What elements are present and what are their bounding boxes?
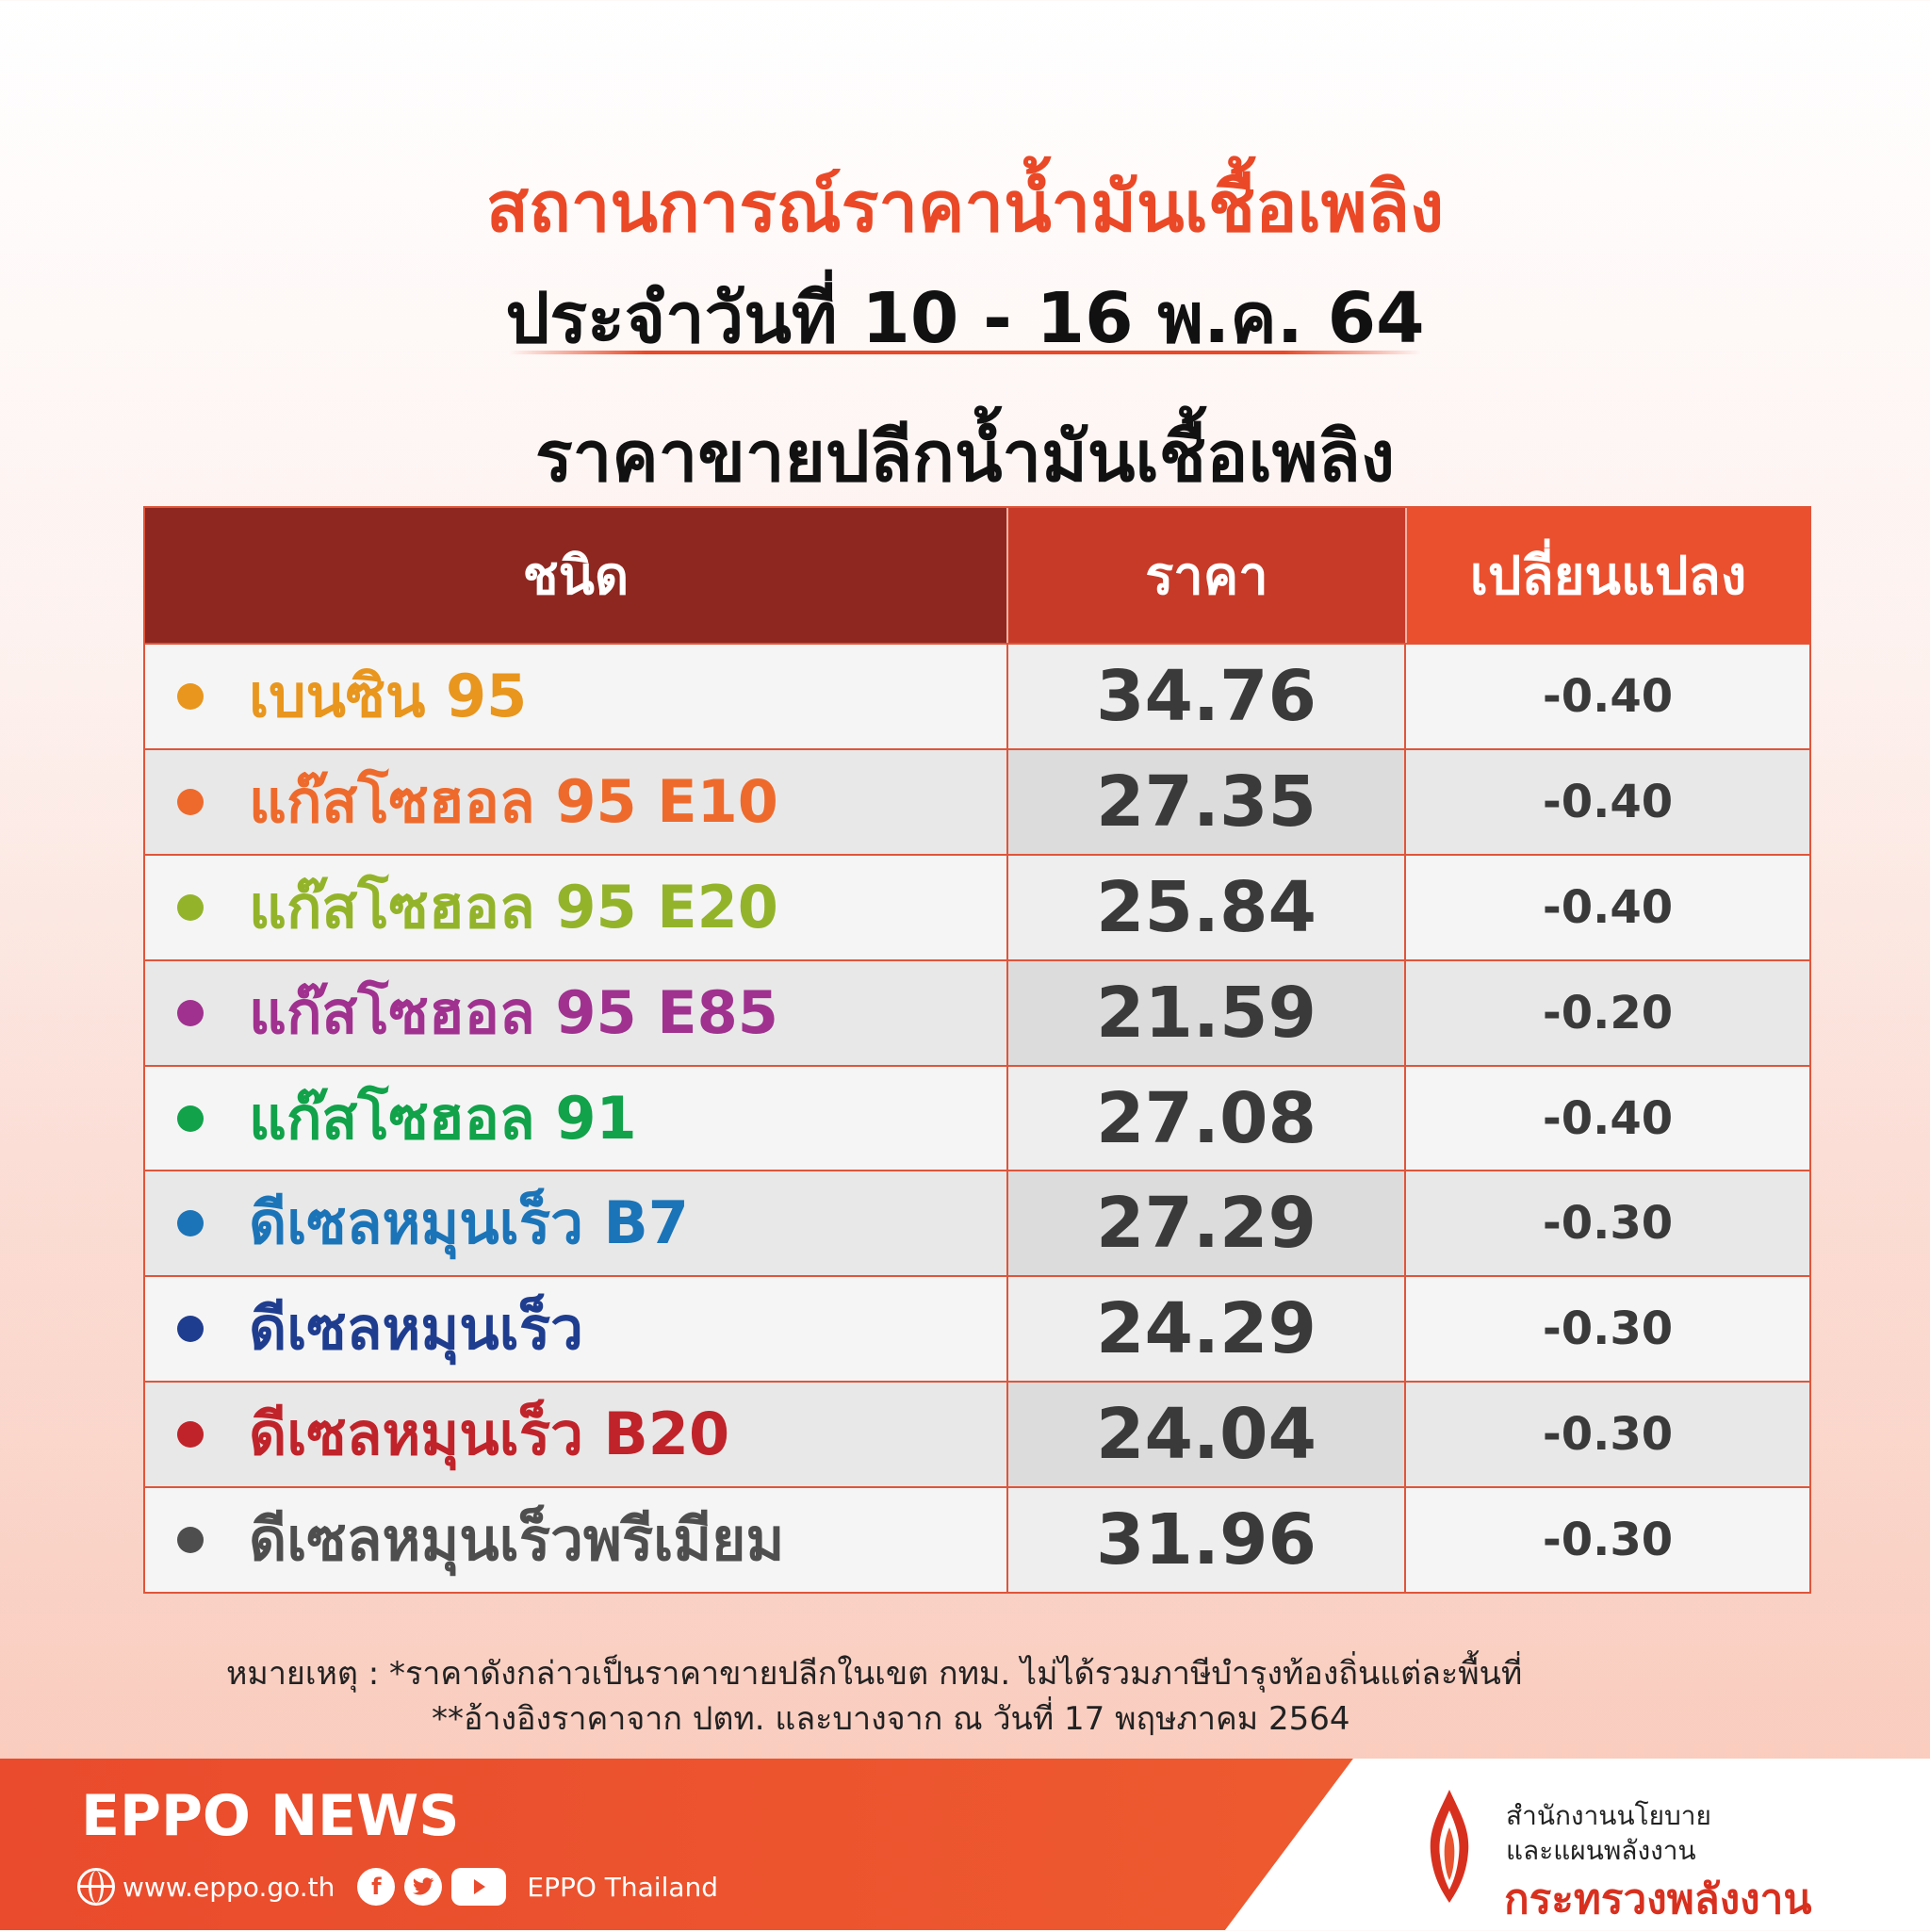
footnote-line-1: หมายเหตุ : *ราคาดังกล่าวเป็นราคาขายปลีกใ… [226, 1655, 1523, 1693]
bullet-icon [177, 1316, 204, 1343]
bullet-icon [177, 682, 204, 710]
price-cell: 24.29 [1008, 1277, 1406, 1382]
price-cell: 31.96 [1008, 1488, 1406, 1593]
change-cell: -0.40 [1406, 1066, 1809, 1171]
bullet-icon [177, 1105, 204, 1132]
fuel-type-cell: ดีเซลหมุนเร็ว [145, 1277, 1008, 1382]
bullet-icon [177, 1527, 204, 1554]
change-cell: -0.30 [1406, 1383, 1809, 1487]
fuel-name: แก๊สโซฮอล 95 E10 [249, 766, 778, 836]
page-title: สถานการณ์ราคาน้ำมันเชื้อเพลิง [485, 167, 1445, 248]
fuel-name: แก๊สโซฮอล 91 [249, 1083, 637, 1153]
table-row: ดีเซลหมุนเร็ว B20 24.04 -0.30 [145, 1381, 1809, 1487]
fuel-type-cell: ดีเซลหมุนเร็วพรีเมียม [145, 1488, 1008, 1593]
bullet-icon [177, 788, 204, 815]
website-link[interactable]: www.eppo.go.th [123, 1871, 335, 1903]
fuel-name: เบนซิน 95 [249, 661, 528, 730]
change-cell: -0.30 [1406, 1488, 1809, 1593]
ministry-name: กระทรวงพลังงาน [1504, 1875, 1812, 1924]
fuel-name: ดีเซลหมุนเร็ว B20 [249, 1400, 730, 1469]
org-name-line-2: และแผนพลังงาน [1506, 1835, 1696, 1866]
change-cell: -0.40 [1406, 645, 1809, 748]
table-row: เบนซิน 95 34.76 -0.40 [145, 643, 1809, 748]
org-name-line-1: สำนักงานนโยบาย [1506, 1800, 1711, 1831]
price-cell: 21.59 [1008, 960, 1406, 1065]
price-cell: 27.08 [1008, 1066, 1406, 1171]
footer-logo-panel [1225, 1759, 1930, 1930]
fuel-name: แก๊สโซฮอล 95 E85 [249, 977, 778, 1047]
fuel-type-cell: แก๊สโซฮอล 95 E85 [145, 960, 1008, 1065]
bullet-icon [177, 893, 204, 921]
table-row: ดีเซลหมุนเร็วพรีเมียม 31.96 -0.30 [145, 1486, 1809, 1593]
fuel-name: แก๊สโซฮอล 95 E20 [249, 872, 778, 941]
price-cell: 24.04 [1008, 1383, 1406, 1487]
table-row: แก๊สโซฮอล 95 E10 27.35 -0.40 [145, 747, 1809, 854]
column-header-change: เปลี่ยนแปลง [1406, 508, 1809, 643]
footer-band [0, 1759, 1353, 1930]
fuel-type-cell: แก๊สโซฮอล 95 E20 [145, 855, 1008, 959]
ministry-flame-logo [1430, 1790, 1469, 1903]
fuel-name: ดีเซลหมุนเร็ว [249, 1294, 583, 1364]
fuel-type-cell: ดีเซลหมุนเร็ว B20 [145, 1383, 1008, 1487]
globe-icon[interactable] [77, 1868, 115, 1906]
footnote-line-2: **อ้างอิงราคาจาก ปตท. และบางจาก ณ วันที่… [432, 1700, 1350, 1738]
youtube-icon[interactable] [451, 1868, 507, 1906]
column-header-type: ชนิด [145, 508, 1008, 643]
bullet-icon [177, 1210, 204, 1237]
table-header: ชนิด ราคา เปลี่ยนแปลง [145, 508, 1809, 643]
fuel-type-cell: แก๊สโซฮอล 91 [145, 1066, 1008, 1171]
bullet-icon [177, 1421, 204, 1449]
table-row: แก๊สโซฮอล 91 27.08 -0.40 [145, 1064, 1809, 1171]
column-header-price: ราคา [1007, 508, 1407, 643]
title-divider [509, 351, 1421, 354]
price-cell: 34.76 [1008, 645, 1406, 748]
fuel-type-cell: ดีเซลหมุนเร็ว B7 [145, 1171, 1008, 1276]
price-cell: 27.35 [1008, 749, 1406, 854]
table-title: ราคาขายปลีกน้ำมันเชื้อเพลิง [535, 417, 1395, 498]
date-range: ประจำวันที่ 10 - 16 พ.ค. 64 [505, 278, 1425, 359]
change-cell: -0.30 [1406, 1277, 1809, 1382]
brand-name: EPPO NEWS [81, 1783, 460, 1849]
social-links: www.eppo.go.th f EPPO Thailand [77, 1866, 718, 1907]
table-row: แก๊สโซฮอล 95 E85 21.59 -0.20 [145, 958, 1809, 1065]
facebook-icon[interactable]: f [357, 1868, 396, 1906]
fuel-name: ดีเซลหมุนเร็วพรีเมียม [249, 1505, 785, 1575]
twitter-icon[interactable] [404, 1868, 443, 1906]
price-cell: 25.84 [1008, 855, 1406, 959]
social-account-name[interactable]: EPPO Thailand [527, 1871, 719, 1903]
table-row: ดีเซลหมุนเร็ว B7 27.29 -0.30 [145, 1170, 1809, 1276]
fuel-type-cell: เบนซิน 95 [145, 645, 1008, 748]
price-table: ชนิด ราคา เปลี่ยนแปลง เบนซิน 95 34.76 -0.4… [143, 506, 1811, 1595]
fuel-name: ดีเซลหมุนเร็ว B7 [249, 1188, 689, 1258]
change-cell: -0.20 [1406, 960, 1809, 1065]
change-cell: -0.30 [1406, 1171, 1809, 1276]
bullet-icon [177, 999, 204, 1026]
price-cell: 27.29 [1008, 1171, 1406, 1276]
table-row: ดีเซลหมุนเร็ว 24.29 -0.30 [145, 1275, 1809, 1382]
change-cell: -0.40 [1406, 749, 1809, 854]
table-row: แก๊สโซฮอล 95 E20 25.84 -0.40 [145, 853, 1809, 959]
change-cell: -0.40 [1406, 855, 1809, 959]
fuel-type-cell: แก๊สโซฮอล 95 E10 [145, 749, 1008, 854]
